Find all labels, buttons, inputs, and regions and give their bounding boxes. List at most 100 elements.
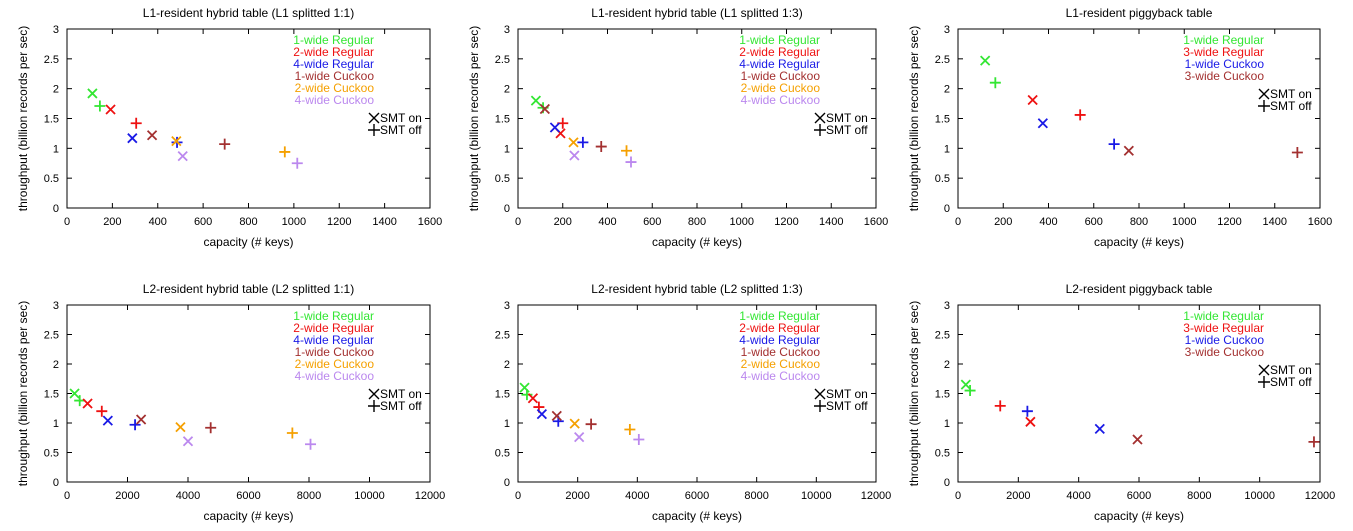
y-tick-label: 2.5	[935, 54, 950, 66]
y-tick-label: 3	[53, 300, 59, 312]
data-point	[105, 104, 116, 115]
x-tick-label: 10000	[801, 490, 832, 502]
x-tick-label: 200	[103, 216, 121, 228]
legend-entry: 1-wide Cuckoo	[295, 69, 375, 83]
data-point	[130, 117, 142, 129]
y-tick-label: 2.5	[44, 54, 59, 66]
data-point	[989, 77, 1001, 89]
legend-entry: 1-wide Cuckoo	[741, 345, 821, 359]
data-point	[536, 409, 548, 420]
legend-marker-plus	[368, 400, 380, 412]
legend-marker-x	[814, 388, 826, 400]
legend-entry: 1-wide Cuckoo	[295, 345, 375, 359]
legend-entry: 2-wide Cuckoo	[741, 357, 821, 371]
chart-4: L2-resident hybrid table (L2 splitted 1:…	[16, 282, 445, 523]
legend-marker-label: SMT on	[1270, 363, 1312, 377]
x-tick-label: 1000	[1172, 216, 1196, 228]
plot-frame	[517, 304, 877, 483]
plot-frame	[957, 304, 1321, 483]
y-tick-label: 1	[944, 418, 950, 430]
legend-entry: 2-wide Regular	[739, 45, 820, 59]
legend-entry: 4-wide Regular	[293, 57, 374, 71]
legend-entry: 1-wide Regular	[293, 33, 374, 47]
y-tick-label: 0.5	[935, 448, 950, 460]
data-point	[87, 88, 98, 99]
chart-title: L2-resident hybrid table (L2 splitted 1:…	[591, 282, 802, 296]
data-point	[568, 137, 579, 148]
data-point	[1132, 434, 1143, 445]
chart-2: L1-resident hybrid table (L1 splitted 1:…	[467, 6, 888, 249]
y-axis-label: throughput (billion records per sec)	[16, 301, 30, 486]
data-point	[551, 410, 562, 422]
data-point	[291, 157, 303, 169]
y-tick-label: 0	[504, 477, 510, 489]
legend-marker-label: SMT on	[1270, 87, 1312, 101]
legend-entry: 4-wide Cuckoo	[295, 369, 375, 383]
y-tick-label: 3	[504, 300, 510, 312]
x-tick-label: 1400	[1263, 216, 1287, 228]
x-tick-label: 12000	[1305, 490, 1336, 502]
x-tick-label: 1200	[1217, 216, 1241, 228]
data-point	[1123, 145, 1134, 156]
x-axis-label: capacity (# keys)	[1094, 235, 1184, 249]
data-point	[527, 393, 539, 404]
data-point	[1027, 94, 1038, 106]
y-tick-label: 0	[944, 477, 950, 489]
data-point	[1021, 405, 1033, 417]
x-tick-label: 400	[149, 216, 167, 228]
legend-entry: 1-wide Cuckoo	[1185, 57, 1265, 71]
y-axis-label: throughput (billion records per sec)	[467, 26, 481, 211]
data-point	[177, 150, 188, 162]
data-point	[1037, 118, 1048, 129]
y-tick-label: 2	[53, 84, 59, 96]
legend-entry: 3-wide Cuckoo	[1185, 345, 1265, 359]
legend-marker-x	[368, 388, 380, 400]
data-point	[530, 95, 542, 106]
x-tick-label: 2000	[565, 490, 589, 502]
legend-marker-plus	[368, 124, 380, 136]
y-tick-label: 1	[504, 418, 510, 430]
data-point	[96, 405, 108, 417]
legend-marker-x	[1258, 364, 1270, 376]
x-tick-label: 2000	[1006, 490, 1030, 502]
data-point	[1291, 147, 1303, 159]
x-tick-label: 4000	[176, 490, 200, 502]
legend-marker-label: SMT off	[380, 399, 422, 413]
legend-entry: 3-wide Cuckoo	[1185, 69, 1265, 83]
y-tick-label: 1.5	[44, 114, 59, 126]
x-tick-label: 1600	[1308, 216, 1332, 228]
x-tick-label: 800	[239, 216, 257, 228]
data-point	[1094, 423, 1105, 435]
y-tick-label: 0.5	[495, 173, 510, 185]
data-point	[146, 130, 158, 141]
x-tick-label: 12000	[415, 490, 446, 502]
legend-marker-x	[368, 112, 380, 124]
x-tick-label: 600	[194, 216, 212, 228]
legend-entry: 4-wide Cuckoo	[741, 93, 821, 107]
x-tick-label: 6000	[236, 490, 260, 502]
legend-marker-label: SMT on	[826, 111, 868, 125]
legend-marker-label: SMT off	[380, 123, 422, 137]
x-tick-label: 6000	[1127, 490, 1151, 502]
x-tick-label: 0	[515, 216, 521, 228]
data-point	[585, 418, 597, 430]
data-point	[135, 414, 147, 425]
y-tick-label: 1.5	[495, 114, 510, 126]
y-tick-label: 0	[944, 203, 950, 215]
legend-entry: 1-wide Regular	[739, 33, 820, 47]
x-axis-label: capacity (# keys)	[1094, 509, 1184, 523]
x-tick-label: 1000	[282, 216, 306, 228]
y-tick-label: 3	[53, 24, 59, 36]
y-tick-label: 1.5	[935, 389, 950, 401]
data-point	[205, 422, 217, 434]
y-tick-label: 2.5	[44, 330, 59, 342]
x-axis-label: capacity (# keys)	[203, 235, 293, 249]
legend-marker-label: SMT off	[826, 399, 868, 413]
data-point	[175, 421, 186, 433]
plot-frame	[66, 28, 431, 209]
y-axis-label: throughput (billion records per sec)	[907, 301, 921, 486]
y-tick-label: 1	[504, 143, 510, 155]
x-tick-label: 12000	[861, 490, 892, 502]
chart-5: L2-resident hybrid table (L2 splitted 1:…	[495, 282, 892, 523]
